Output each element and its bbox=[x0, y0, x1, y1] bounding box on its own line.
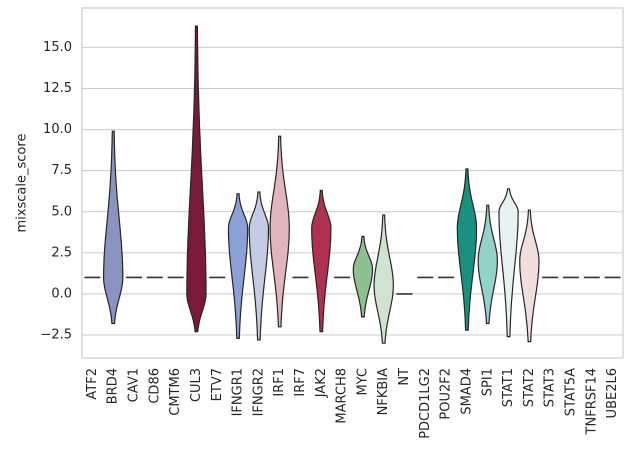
y-tick-label: 10.0 bbox=[43, 122, 72, 137]
violin bbox=[519, 209, 540, 343]
y-tick-label: 5.0 bbox=[51, 204, 72, 219]
x-tick-label: SMAD4 bbox=[459, 368, 474, 415]
x-tick-label: STAT1 bbox=[501, 368, 516, 407]
x-tick-label: ATF2 bbox=[85, 368, 100, 400]
violin bbox=[456, 168, 478, 331]
y-tick-label: 2.5 bbox=[51, 245, 72, 260]
x-tick-label: TNFRSF14 bbox=[584, 368, 599, 435]
x-tick-label: PDCD1LG2 bbox=[418, 368, 433, 439]
y-axis-label: mixscale_score bbox=[15, 134, 30, 233]
x-tick-label: NT bbox=[397, 368, 412, 386]
violin bbox=[269, 135, 290, 328]
violin bbox=[311, 189, 332, 333]
x-tick-label: IFNGR1 bbox=[231, 368, 246, 416]
violin bbox=[373, 214, 394, 344]
x-tick-label: JAK2 bbox=[314, 368, 329, 398]
y-tick-label: 0.0 bbox=[51, 286, 72, 301]
violin bbox=[352, 235, 374, 318]
x-tick-label: CUL3 bbox=[189, 368, 204, 402]
violin bbox=[248, 191, 270, 341]
violin bbox=[477, 204, 498, 325]
x-tick-label: IRF7 bbox=[293, 368, 308, 397]
violin bbox=[498, 188, 519, 338]
violin bbox=[227, 193, 249, 339]
x-tick-label: MARCH8 bbox=[335, 368, 350, 424]
y-tick-label: 7.5 bbox=[51, 163, 72, 178]
x-tick-label: IFNGR2 bbox=[251, 368, 266, 416]
y-tick-label: 15.0 bbox=[43, 40, 72, 55]
x-tick-label: CD86 bbox=[147, 368, 162, 404]
x-tick-label: MYC bbox=[355, 368, 370, 396]
y-tick-label: −2.5 bbox=[40, 327, 72, 342]
x-tick-label: STAT3 bbox=[543, 368, 558, 407]
violin bbox=[186, 25, 207, 333]
x-tick-label: STAT2 bbox=[522, 368, 537, 407]
x-tick-label: CMTM6 bbox=[168, 368, 183, 416]
x-tick-label: SPI1 bbox=[480, 368, 495, 396]
x-tick-label: BRD4 bbox=[106, 368, 121, 404]
x-tick-label: STAT5A bbox=[563, 368, 578, 416]
x-tick-label: NFKBIA bbox=[376, 368, 391, 415]
plot-frame bbox=[81, 7, 624, 359]
x-tick-label: IRF1 bbox=[272, 368, 287, 397]
x-tick-label: UBE2L6 bbox=[605, 368, 620, 418]
y-tick-label: 12.5 bbox=[43, 81, 72, 96]
x-tick-label: CAV1 bbox=[127, 368, 142, 402]
violin bbox=[103, 130, 124, 325]
x-tick-label: ETV7 bbox=[210, 368, 225, 401]
x-tick-label: POU2F2 bbox=[439, 368, 454, 420]
